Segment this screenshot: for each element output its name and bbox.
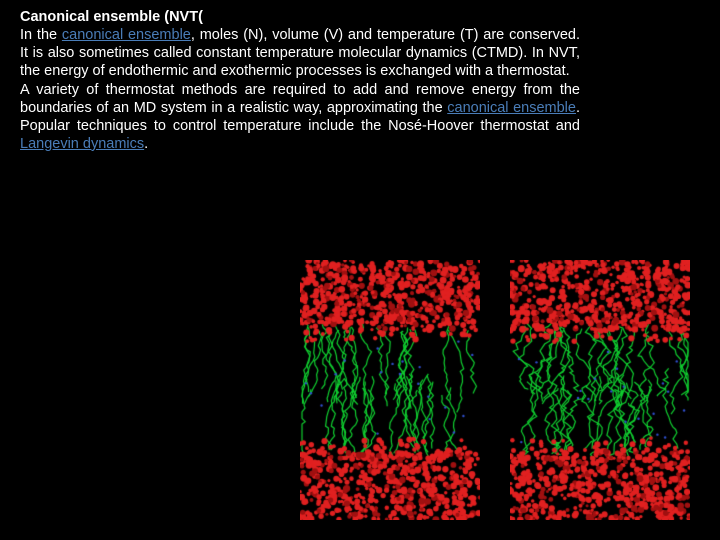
- md-simulation-canvas-2: [510, 260, 690, 520]
- link-langevin-dynamics[interactable]: Langevin dynamics: [20, 136, 144, 152]
- link-canonical-ensemble-2[interactable]: canonical ensemble: [447, 100, 576, 116]
- paragraph-2: A variety of thermostat methods are requ…: [20, 81, 580, 154]
- slide-title: Canonical ensemble (NVT(: [20, 8, 580, 26]
- md-simulation-canvas-1: [300, 260, 480, 520]
- simulation-box-right: [510, 260, 690, 520]
- para1-text-a: In the: [20, 27, 62, 43]
- para2-text-c: .: [144, 136, 148, 152]
- link-canonical-ensemble-1[interactable]: canonical ensemble: [62, 27, 191, 43]
- simulation-box-left: [300, 260, 480, 520]
- simulation-images: [300, 260, 690, 520]
- paragraph-1: In the canonical ensemble, moles (N), vo…: [20, 26, 580, 80]
- text-block: Canonical ensemble (NVT( In the canonica…: [20, 8, 580, 153]
